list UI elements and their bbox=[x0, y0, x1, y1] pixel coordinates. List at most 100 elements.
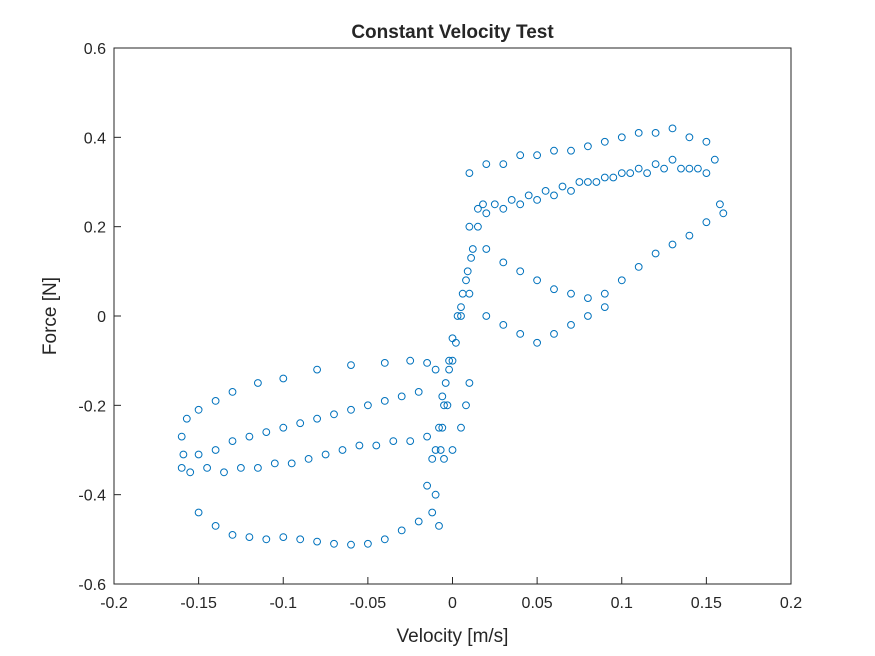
x-axis-label: Velocity [m/s] bbox=[397, 626, 509, 647]
data-point bbox=[458, 289, 467, 298]
data-point bbox=[228, 437, 237, 446]
data-point bbox=[533, 151, 541, 160]
data-point bbox=[634, 263, 643, 271]
data-point bbox=[245, 432, 254, 441]
plot-area-frame bbox=[113, 47, 792, 585]
data-point bbox=[685, 231, 694, 240]
x-tick-label: 0.15 bbox=[691, 595, 722, 612]
data-point bbox=[550, 191, 558, 200]
data-point bbox=[609, 173, 618, 182]
data-point bbox=[634, 129, 643, 137]
data-point bbox=[330, 410, 338, 419]
data-point bbox=[406, 356, 415, 365]
data-point bbox=[516, 267, 525, 276]
data-point bbox=[440, 455, 448, 463]
data-point bbox=[423, 481, 432, 490]
x-tick-label: 0 bbox=[448, 595, 457, 612]
data-point bbox=[177, 432, 186, 441]
data-point bbox=[541, 187, 550, 195]
data-point bbox=[482, 160, 491, 169]
data-point bbox=[279, 533, 288, 541]
data-point bbox=[482, 209, 491, 218]
data-point bbox=[338, 446, 347, 454]
data-point bbox=[245, 533, 254, 541]
data-point bbox=[438, 392, 447, 401]
data-point bbox=[448, 334, 457, 343]
data-point bbox=[651, 249, 660, 258]
data-point bbox=[431, 446, 440, 454]
data-point bbox=[313, 365, 322, 374]
data-point bbox=[431, 490, 440, 499]
data-point bbox=[516, 330, 525, 338]
data-point bbox=[262, 535, 271, 544]
data-point bbox=[448, 446, 457, 454]
y-tick-label: 0.2 bbox=[84, 220, 106, 237]
y-tick-label: -0.4 bbox=[78, 488, 106, 505]
data-point bbox=[550, 330, 558, 338]
data-point bbox=[364, 539, 372, 548]
data-point bbox=[440, 401, 448, 410]
data-point bbox=[550, 146, 558, 155]
data-point bbox=[558, 182, 567, 191]
data-point bbox=[482, 245, 491, 253]
data-point bbox=[423, 359, 432, 367]
data-point bbox=[330, 539, 338, 548]
data-point bbox=[465, 169, 474, 178]
data-point bbox=[660, 164, 668, 173]
data-point bbox=[516, 151, 525, 160]
data-point bbox=[702, 218, 711, 227]
data-point bbox=[668, 240, 677, 249]
data-point bbox=[380, 397, 389, 405]
data-point bbox=[194, 450, 203, 459]
data-point bbox=[584, 312, 592, 320]
data-point bbox=[499, 321, 508, 329]
data-point bbox=[438, 423, 447, 432]
data-point bbox=[279, 374, 288, 383]
data-point bbox=[710, 155, 719, 164]
data-point bbox=[617, 276, 626, 285]
data-point bbox=[533, 276, 541, 285]
y-axis-label: Force [N] bbox=[40, 277, 61, 355]
data-point bbox=[643, 169, 651, 178]
data-point bbox=[347, 540, 355, 549]
data-point bbox=[634, 164, 643, 173]
y-tick-label: 0.4 bbox=[84, 130, 106, 147]
data-point bbox=[685, 133, 694, 142]
data-point bbox=[617, 133, 626, 142]
data-point bbox=[584, 142, 592, 151]
data-point bbox=[313, 414, 322, 423]
data-point bbox=[600, 303, 609, 312]
data-point bbox=[355, 441, 364, 450]
data-point bbox=[347, 405, 355, 414]
data-point bbox=[453, 312, 462, 320]
data-point bbox=[448, 356, 457, 365]
data-point bbox=[313, 537, 322, 546]
data-point bbox=[397, 392, 406, 401]
data-point bbox=[567, 187, 575, 195]
data-point bbox=[468, 245, 477, 253]
data-point bbox=[220, 468, 228, 477]
data-point bbox=[237, 464, 245, 472]
data-point bbox=[617, 169, 626, 178]
data-point bbox=[211, 397, 220, 405]
data-point bbox=[304, 455, 313, 463]
data-point bbox=[435, 522, 443, 530]
x-tick-label: -0.1 bbox=[269, 595, 297, 612]
y-tick-label: 0 bbox=[97, 309, 106, 326]
data-point bbox=[474, 222, 482, 231]
data-point bbox=[431, 365, 440, 374]
data-point bbox=[457, 423, 465, 432]
data-point bbox=[685, 164, 694, 173]
data-point bbox=[380, 535, 389, 544]
data-point bbox=[626, 169, 635, 178]
data-point bbox=[592, 178, 601, 186]
x-tick-label: 0.05 bbox=[522, 595, 553, 612]
data-point bbox=[364, 401, 372, 410]
data-point bbox=[479, 200, 487, 209]
data-point bbox=[600, 289, 609, 298]
data-point bbox=[177, 464, 186, 472]
data-point bbox=[651, 129, 660, 137]
data-point bbox=[372, 441, 381, 450]
x-tick-label: -0.2 bbox=[100, 595, 128, 612]
data-point bbox=[287, 459, 296, 468]
